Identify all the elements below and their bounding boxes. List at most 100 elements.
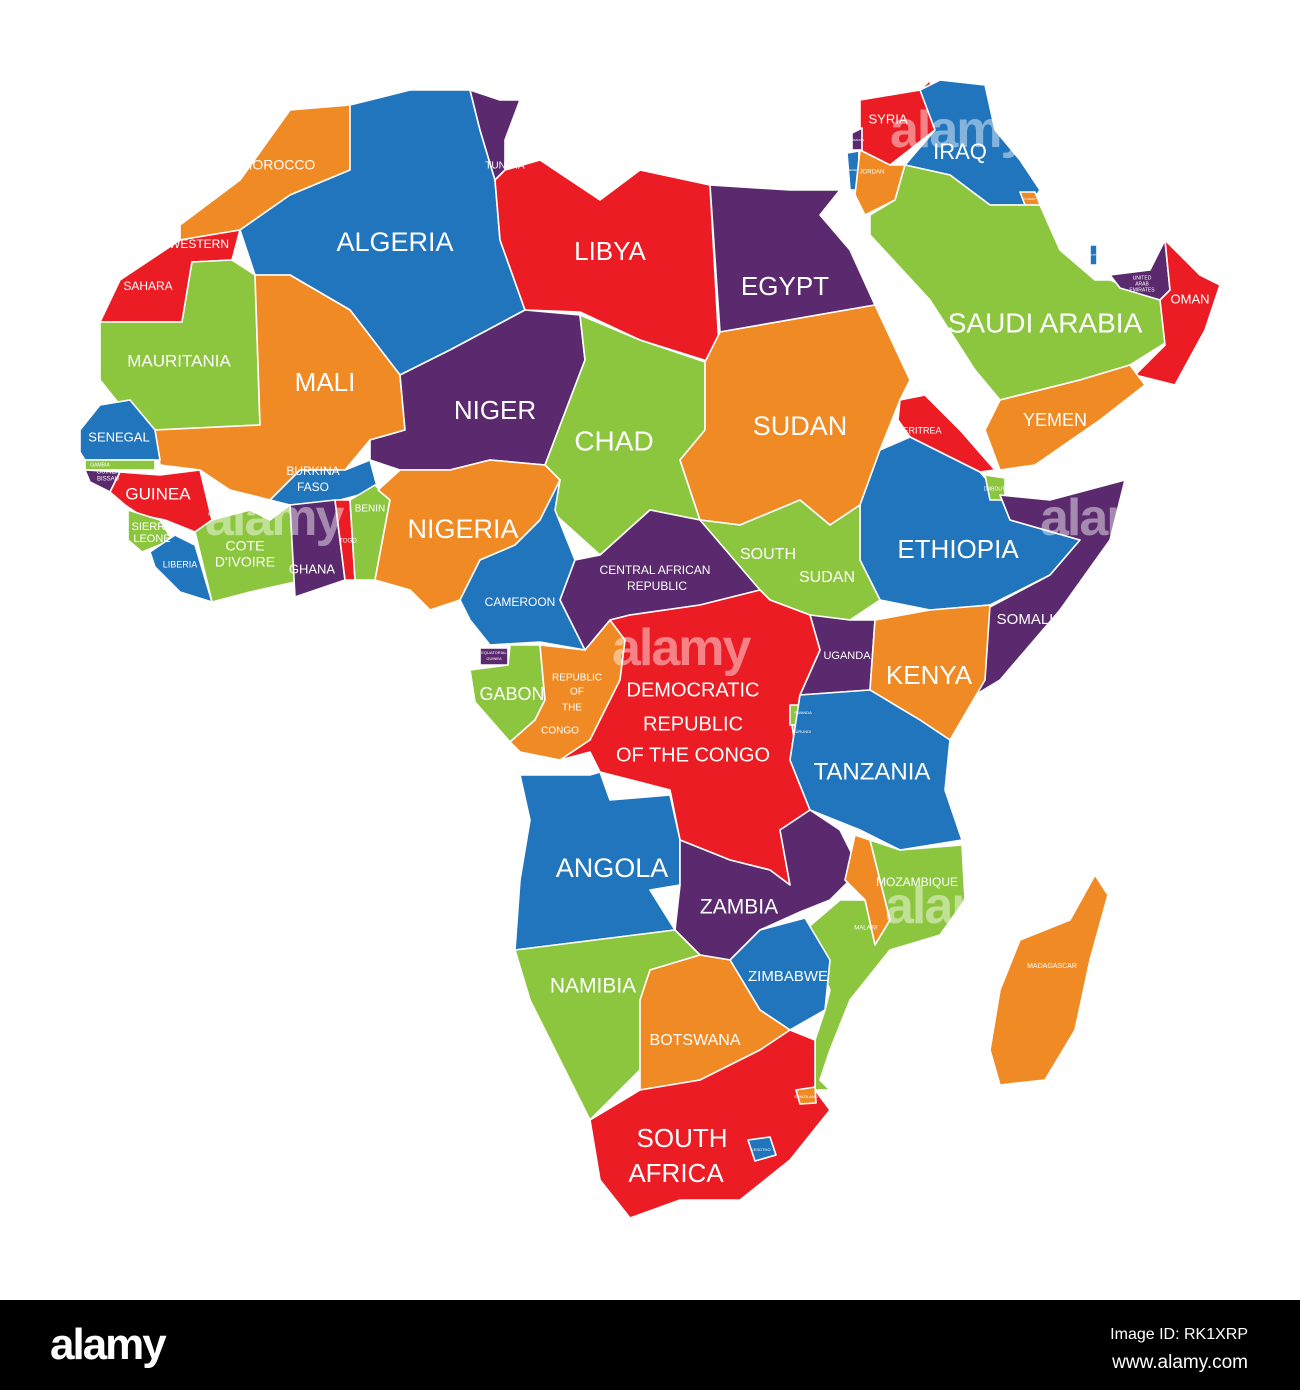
label-equatorial-guinea: GUINEA <box>486 656 502 661</box>
label-lesotho: LESOTHO <box>751 1147 770 1152</box>
label-south-africa: AFRICA <box>628 1158 724 1188</box>
label-guinea: GUINEA <box>125 484 191 503</box>
country-tanzania[interactable] <box>789 689 963 851</box>
country-yemen[interactable] <box>984 364 1146 471</box>
label-nigeria: NIGERIA <box>407 514 518 544</box>
country-libya[interactable] <box>494 159 721 366</box>
label-swaziland: SWAZILAND <box>794 1094 817 1099</box>
label-kenya: KENYA <box>886 660 973 690</box>
label-iraq: IRAQ <box>933 139 987 164</box>
label-kuwait: KUWAIT <box>1024 197 1036 201</box>
label-republic-of-the-congo: OF <box>570 687 584 698</box>
label-drc: REPUBLIC <box>643 713 743 735</box>
label-cote-divoire: D'IVOIRE <box>215 554 275 570</box>
label-djibouti: DJIBOUTI <box>984 486 1007 492</box>
label-libya: LIBYA <box>574 236 646 266</box>
country-gambia[interactable] <box>84 459 156 471</box>
label-uae: UNITED <box>1133 275 1152 281</box>
label-botswana: BOTSWANA <box>650 1032 741 1049</box>
label-malawi: MALAWI <box>854 926 878 932</box>
label-rwanda: RWANDA <box>794 710 812 715</box>
country-lesotho[interactable] <box>747 1136 777 1162</box>
label-sudan: SUDAN <box>753 411 848 441</box>
label-morocco: MOROCCO <box>241 157 316 173</box>
label-saudi-arabia: SAUDI ARABIA <box>948 307 1143 338</box>
label-south-africa: SOUTH <box>637 1123 728 1153</box>
label-south-sudan: SOUTH <box>740 546 796 563</box>
label-yemen: YEMEN <box>1023 410 1087 430</box>
label-syria: SYRIA <box>868 111 907 126</box>
label-angola: ANGOLA <box>556 853 669 883</box>
africa-map: MOROCCO WESTERN SAHARA ALGERIA TUNISIA LIBYA E… <box>79 79 1221 1219</box>
label-mali: MALI <box>295 367 356 397</box>
country-qatar[interactable] <box>1089 244 1098 266</box>
label-guinea-bissau: BISSAU <box>97 477 119 483</box>
country-senegal[interactable] <box>79 399 161 461</box>
label-israel: ISRAEL <box>848 168 859 172</box>
country-lebanon[interactable] <box>851 127 863 151</box>
label-gambia: GAMBIA <box>90 462 110 468</box>
label-zambia: ZAMBIA <box>700 896 778 919</box>
label-central-african-republic: REPUBLIC <box>627 579 687 593</box>
country-oman[interactable] <box>1134 239 1221 386</box>
label-gabon: GABON <box>479 684 544 704</box>
country-swaziland[interactable] <box>795 1086 817 1105</box>
alamy-logo: alamy <box>50 1320 167 1369</box>
label-cote-divoire: COTE <box>226 538 265 554</box>
label-jordan: JORDAN <box>860 170 885 176</box>
label-qatar: QATAR <box>1090 254 1097 257</box>
label-somalia: SOMALIA <box>997 611 1064 628</box>
country-mozambique[interactable] <box>804 839 966 1091</box>
label-togo: TOGO <box>339 539 357 545</box>
label-burkina-faso: BURKINA <box>286 464 339 478</box>
label-egypt: EGYPT <box>741 271 829 301</box>
label-lebanon: LEBANON <box>850 138 864 142</box>
country-sierra-leone[interactable] <box>127 509 173 553</box>
country-somalia[interactable] <box>974 479 1126 696</box>
country-south-africa[interactable] <box>589 1029 831 1219</box>
country-tunisia[interactable] <box>469 89 521 181</box>
label-namibia: NAMIBIA <box>550 975 636 998</box>
country-shapes <box>79 79 1221 1219</box>
label-uganda: UGANDA <box>823 650 871 662</box>
label-drc: OF THE CONGO <box>616 744 770 766</box>
label-algeria: ALGERIA <box>336 227 453 257</box>
label-niger: NIGER <box>454 395 536 425</box>
country-madagascar[interactable] <box>989 874 1109 1086</box>
label-drc: DEMOCRATIC <box>627 679 760 701</box>
label-uae: EMIRATES <box>1129 287 1155 293</box>
label-benin: BENIN <box>355 504 386 515</box>
label-oman: OMAN <box>1171 291 1210 306</box>
label-ghana: GHANA <box>289 561 336 576</box>
label-eritrea: ERITREA <box>902 425 941 435</box>
site-url[interactable]: www.alamy.com <box>1112 1352 1248 1373</box>
label-cameroon: CAMEROON <box>485 595 556 609</box>
country-eritrea[interactable] <box>897 394 996 473</box>
label-chad: CHAD <box>574 425 653 456</box>
label-mauritania: MAURITANIA <box>127 351 231 370</box>
label-south-sudan: SUDAN <box>799 569 855 586</box>
label-equatorial-guinea: EQUATORIAL <box>481 650 507 655</box>
label-republic-of-the-congo: CONGO <box>541 726 579 737</box>
label-western-sahara: SAHARA <box>123 279 172 293</box>
label-tunisia: TUNISIA <box>485 161 525 172</box>
label-mozambique: MOZAMBIQUE <box>876 875 958 889</box>
label-guinea-bissau: GUINEA <box>96 470 119 476</box>
label-tanzania: TANZANIA <box>814 758 931 785</box>
label-ethiopia: ETHIOPIA <box>897 534 1019 564</box>
label-republic-of-the-congo: REPUBLIC <box>552 673 602 684</box>
label-madagascar: MADAGASCAR <box>1027 963 1077 970</box>
label-senegal: SENEGAL <box>88 429 149 444</box>
label-sierra-leone: LEONE <box>133 533 170 545</box>
label-burundi: BURUNDI <box>793 729 811 734</box>
label-central-african-republic: CENTRAL AFRICAN <box>600 563 711 577</box>
label-liberia: LIBERIA <box>163 559 198 569</box>
label-western-sahara: WESTERN <box>169 237 229 251</box>
label-sierra-leone: SIERRA <box>132 521 174 533</box>
label-burkina-faso: FASO <box>297 480 329 494</box>
label-republic-of-the-congo: THE <box>562 703 582 714</box>
label-zimbabwe: ZIMBABWE <box>748 968 828 985</box>
footer-bar: alamy Image ID: RK1XRP www.alamy.com <box>0 1300 1300 1390</box>
image-id: Image ID: RK1XRP <box>1110 1326 1248 1343</box>
label-uae: ARAB <box>1135 281 1149 287</box>
